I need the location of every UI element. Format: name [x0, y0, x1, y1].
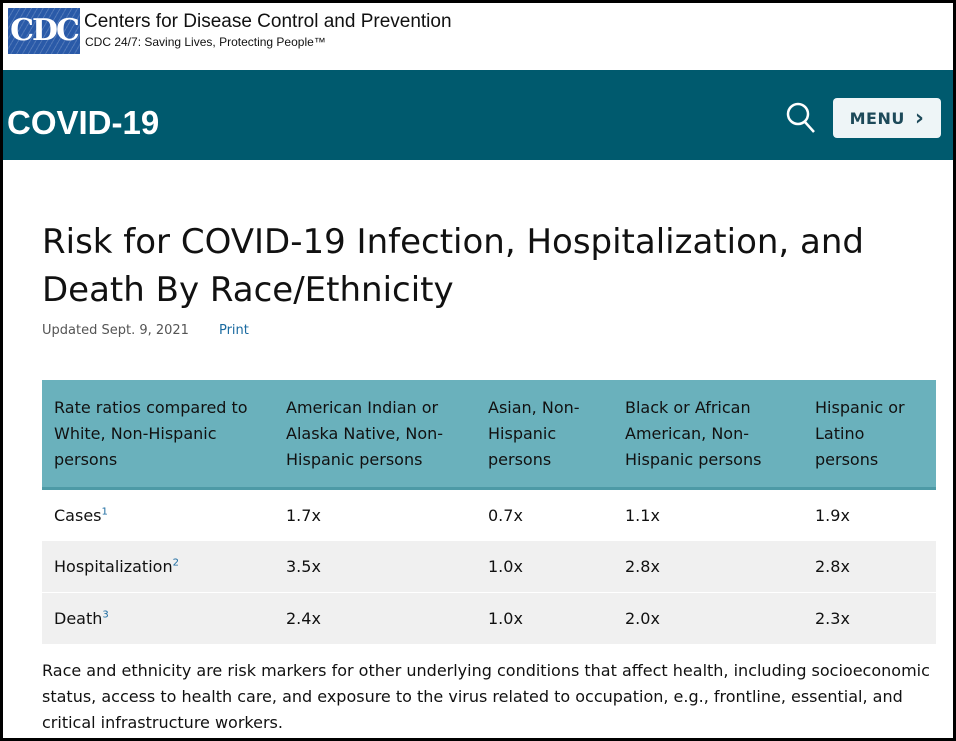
site-header: COVID-19 MENU ›	[3, 70, 953, 160]
column-header: Asian, Non-Hispanic persons	[476, 380, 613, 490]
table-cell: 2.4x	[274, 592, 476, 645]
row-label: Hospitalization2	[42, 540, 274, 593]
table-cell: 1.7x	[274, 488, 476, 541]
table-cell: 2.0x	[613, 592, 803, 645]
chevron-right-icon: ›	[914, 105, 925, 131]
column-header: Rate ratios compared to White, Non-Hispa…	[42, 380, 274, 490]
table-header-row: Rate ratios compared to White, Non-Hispa…	[42, 380, 936, 490]
row-label: Cases1	[42, 488, 274, 541]
page: CDC Centers for Disease Control and Prev…	[3, 3, 953, 738]
table-row: Hospitalization2 3.5x 1.0x 2.8x 2.8x	[42, 540, 936, 593]
table-row: Death3 2.4x 1.0x 2.0x 2.3x	[42, 592, 936, 645]
column-header: American Indian or Alaska Native, Non-Hi…	[274, 380, 476, 490]
updated-date: Updated Sept. 9, 2021	[42, 323, 189, 338]
table-cell: 0.7x	[476, 488, 613, 541]
column-header: Black or African American, Non-Hispanic …	[613, 380, 803, 490]
menu-label: MENU	[849, 108, 905, 128]
rate-ratio-table: Rate ratios compared to White, Non-Hispa…	[42, 380, 936, 645]
site-title[interactable]: COVID-19	[7, 104, 160, 141]
search-icon[interactable]	[786, 102, 816, 134]
cdc-brand-header: CDC Centers for Disease Control and Prev…	[3, 3, 953, 70]
table-cell: 2.8x	[803, 540, 936, 593]
table-row: Cases1 1.7x 0.7x 1.1x 1.9x	[42, 488, 936, 541]
table-cell: 3.5x	[274, 540, 476, 593]
explanatory-note: Race and ethnicity are risk markers for …	[42, 661, 930, 732]
table-cell: 2.8x	[613, 540, 803, 593]
table-cell: 2.3x	[803, 592, 936, 645]
page-title: Risk for COVID-19 Infection, Hospitaliza…	[42, 222, 865, 310]
row-label: Death3	[42, 592, 274, 645]
table-cell: 1.9x	[803, 488, 936, 541]
print-link[interactable]: Print	[218, 323, 249, 338]
tagline: CDC 24/7: Saving Lives, Protecting Peopl…	[85, 35, 326, 49]
footnote-link[interactable]: 2	[172, 557, 179, 569]
cdc-logo[interactable]: CDC	[8, 8, 80, 54]
column-header: Hispanic or Latino persons	[803, 380, 936, 490]
org-name[interactable]: Centers for Disease Control and Preventi…	[84, 11, 452, 32]
menu-button[interactable]: MENU ›	[833, 98, 941, 138]
footnote-link[interactable]: 3	[102, 609, 109, 621]
table-cell: 1.0x	[476, 540, 613, 593]
footnote-link[interactable]: 1	[101, 506, 108, 518]
table-cell: 1.1x	[613, 488, 803, 541]
table-cell: 1.0x	[476, 592, 613, 645]
